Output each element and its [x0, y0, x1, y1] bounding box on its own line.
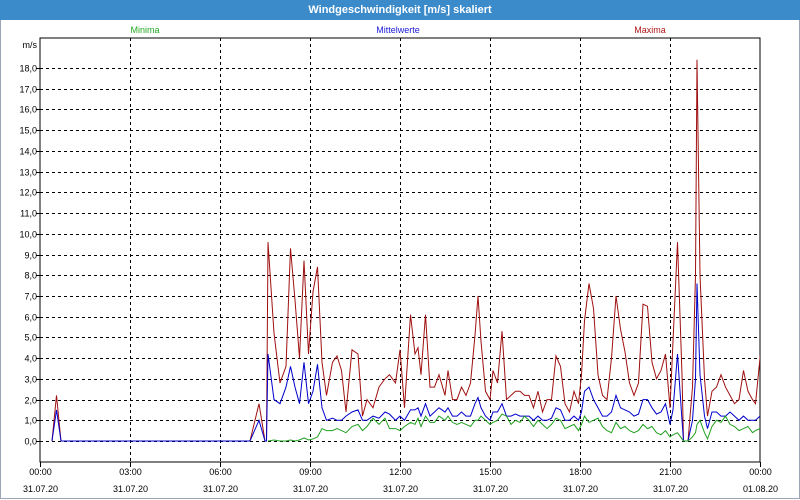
x-tick-date-label: 31.07.20 [383, 484, 418, 494]
y-tick-label: 5,0 [24, 333, 37, 343]
y-tick-label: 12,0 [19, 188, 37, 198]
y-tick-label: 2,0 [24, 396, 37, 406]
y-tick-label: 6,0 [24, 313, 37, 323]
y-tick-label: 14,0 [19, 147, 37, 157]
x-tick-date-label: 31.07.20 [293, 484, 328, 494]
window-title: Windgeschwindigkeit [m/s] skaliert [308, 4, 492, 16]
legend-maxima: Maxima [634, 25, 666, 35]
y-tick-label: 9,0 [24, 251, 37, 261]
y-tick-label: 15,0 [19, 126, 37, 136]
y-tick-label: 13,0 [19, 168, 37, 178]
x-tick-date-label: 31.07.20 [563, 484, 598, 494]
y-tick-label: 3,0 [24, 375, 37, 385]
y-tick-label: 16,0 [19, 105, 37, 115]
y-tick-label: 8,0 [24, 271, 37, 281]
x-tick-time-label: 21:00 [659, 467, 682, 477]
y-tick-label: 0,0 [24, 437, 37, 447]
legend-minima: Minima [130, 25, 159, 35]
series-line-mittelwerte [51, 283, 760, 442]
x-tick-date-label: 31.07.20 [473, 484, 508, 494]
y-tick-label: 18,0 [19, 64, 37, 74]
x-tick-time-label: 18:00 [569, 467, 592, 477]
y-tick-label: 11,0 [20, 209, 37, 219]
x-tick-time-label: 15:00 [479, 467, 502, 477]
legend-mittelwerte: Mittelwerte [376, 25, 420, 35]
y-tick-label: 4,0 [24, 354, 37, 364]
y-tick-label: 7,0 [24, 292, 37, 302]
y-axis-unit-label: m/s [23, 40, 38, 50]
y-tick-label: 10,0 [19, 230, 37, 240]
x-tick-time-label: 06:00 [209, 467, 232, 477]
x-tick-date-label: 31.07.20 [23, 484, 58, 494]
x-tick-date-label: 31.07.20 [113, 484, 148, 494]
series-line-maxima [51, 59, 760, 442]
x-tick-date-label: 31.07.20 [203, 484, 238, 494]
series-line-minima [267, 413, 760, 442]
x-tick-time-label: 03:00 [119, 467, 142, 477]
x-tick-time-label: 09:00 [299, 467, 322, 477]
x-tick-time-label: 00:00 [29, 467, 52, 477]
y-tick-label: 17,0 [19, 85, 37, 95]
x-tick-date-label: 31.07.20 [653, 484, 688, 494]
y-tick-label: 1,0 [24, 416, 37, 426]
x-tick-date-label: 01.08.20 [743, 484, 778, 494]
x-tick-time-label: 00:00 [749, 467, 772, 477]
window-titlebar: Windgeschwindigkeit [m/s] skaliert [0, 0, 800, 20]
x-tick-time-label: 12:00 [389, 467, 412, 477]
